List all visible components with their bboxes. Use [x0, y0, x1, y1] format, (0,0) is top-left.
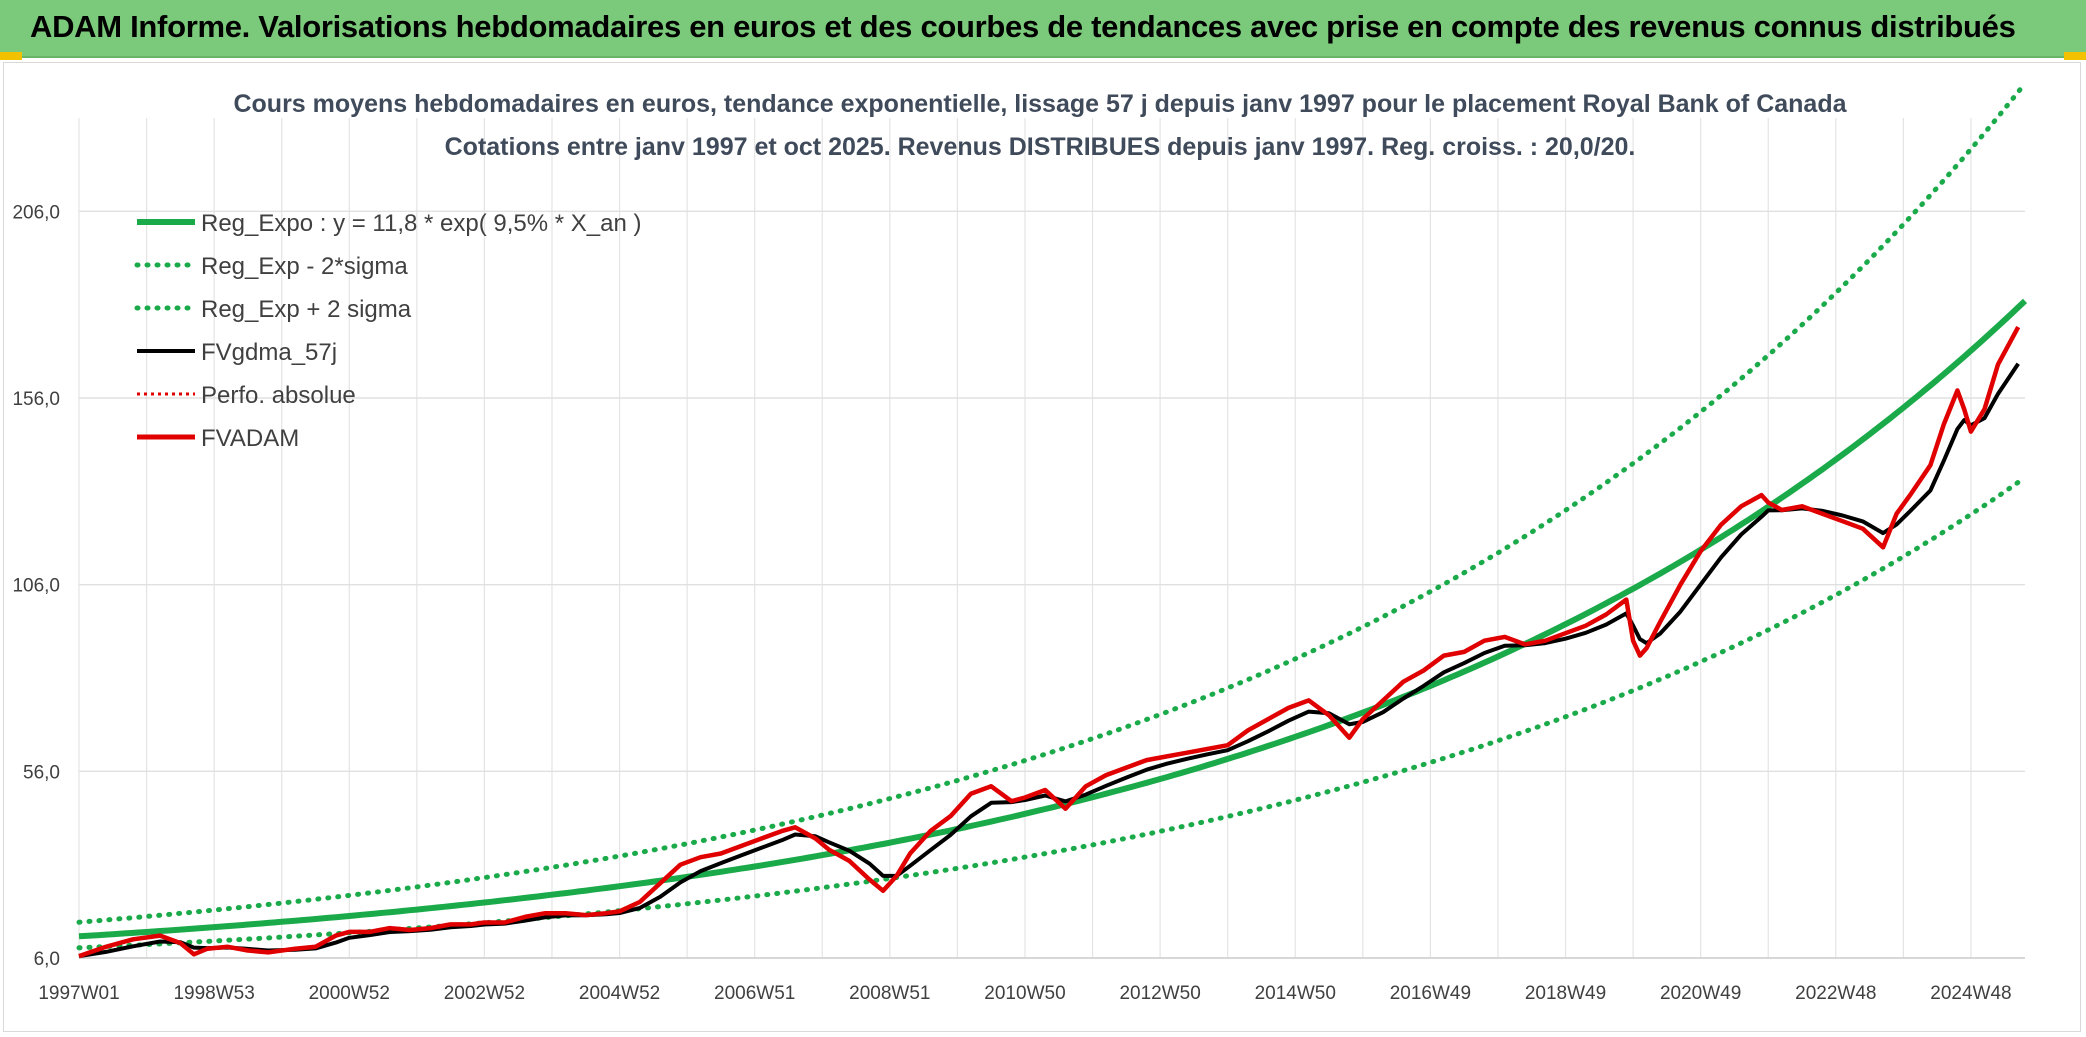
x-tick-label: 2002W52: [444, 983, 525, 1004]
x-tick-label: 2022W48: [1795, 983, 1876, 1004]
chart-subtitle: Cotations entre janv 1997 et oct 2025. R…: [445, 133, 1636, 161]
legend-label: Reg_Exp - 2*sigma: [201, 253, 408, 280]
corner-marker-left: [0, 52, 22, 60]
gridlines: [78, 118, 2025, 959]
y-tick-label: 6,0: [34, 949, 60, 970]
legend-label: FVADAM: [201, 425, 299, 452]
y-tick-label: 106,0: [12, 576, 60, 597]
legend: Reg_Expo : y = 11,8 * exp( 9,5% * X_an )…: [134, 210, 641, 452]
corner-marker-right: [2064, 52, 2086, 60]
x-tick-label: 2008W51: [849, 983, 930, 1004]
x-tick-label: 1997W01: [38, 983, 119, 1004]
banner: ADAM Informe. Valorisations hebdomadaire…: [0, 0, 2086, 58]
series-lines: [76, 80, 2028, 959]
y-axis-ticks: 6,0 56,0 106,0 156,0 206,0: [12, 202, 60, 970]
x-tick-label: 1998W53: [173, 983, 254, 1004]
x-tick-label: 2004W52: [579, 983, 660, 1004]
x-tick-label: 2010W50: [984, 983, 1065, 1004]
fvgdma-57j-line: [78, 362, 2020, 959]
reg-exp-minus-2sigma-line: [76, 475, 2028, 951]
legend-label: FVgdma_57j: [201, 339, 337, 366]
chart-frame: [3, 62, 2081, 1032]
x-tick-label: 2000W52: [309, 983, 390, 1004]
y-tick-label: 206,0: [12, 202, 60, 223]
x-tick-label: 2012W50: [1119, 983, 1200, 1004]
perfo-absolue-line: [78, 326, 2020, 958]
reg-expo-line: [78, 298, 2028, 940]
reg-exp-plus-2sigma-line: [76, 80, 2028, 925]
x-tick-label: 2016W49: [1390, 983, 1471, 1004]
banner-title: ADAM Informe. Valorisations hebdomadaire…: [30, 9, 2016, 44]
x-tick-label: 2014W50: [1255, 983, 1336, 1004]
x-axis-ticks: 1997W01 1998W53 2000W52 2002W52 2004W52 2006W…: [38, 983, 2011, 1004]
x-tick-label: 2024W48: [1930, 983, 2011, 1004]
legend-label: Reg_Exp + 2 sigma: [201, 296, 412, 323]
y-tick-label: 156,0: [12, 389, 60, 410]
chart-title: Cours moyens hebdomadaires en euros, ten…: [233, 90, 1847, 118]
x-tick-label: 2018W49: [1525, 983, 1606, 1004]
y-tick-label: 56,0: [23, 762, 60, 783]
legend-label: Reg_Expo : y = 11,8 * exp( 9,5% * X_an ): [201, 210, 641, 237]
legend-label: Perfo. absolue: [201, 382, 356, 409]
x-tick-label: 2006W51: [714, 983, 795, 1004]
fvadam-line: [78, 326, 2021, 959]
x-tick-label: 2020W49: [1660, 983, 1741, 1004]
